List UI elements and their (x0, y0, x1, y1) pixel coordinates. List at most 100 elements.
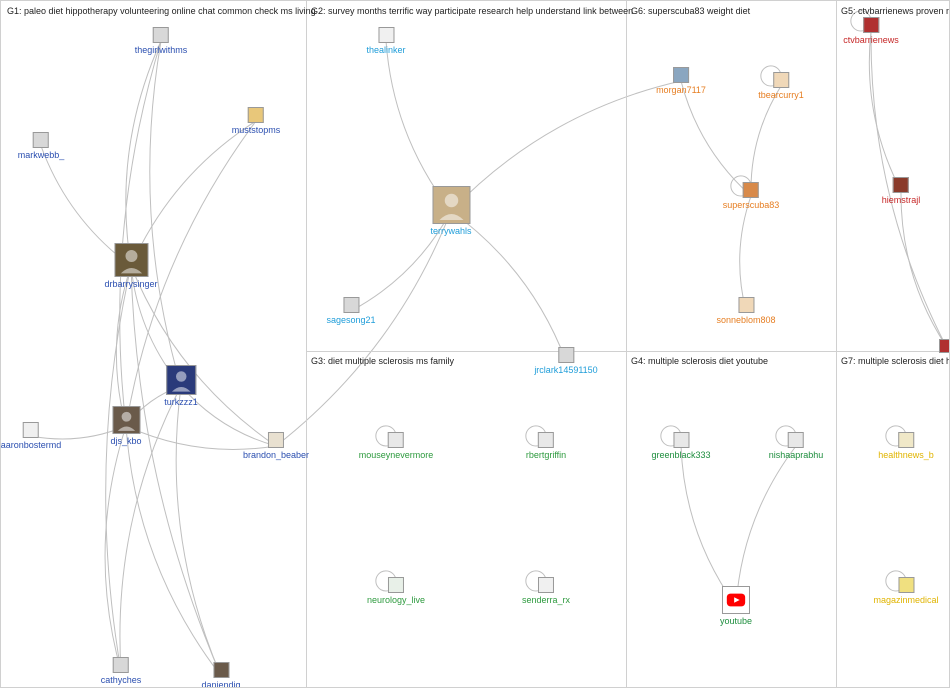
node-thegirlwithms[interactable]: thegirlwithms (135, 27, 188, 55)
edge (131, 266, 221, 676)
node-label: markwebb_ (18, 150, 65, 160)
avatar-icon (738, 297, 754, 313)
group-label-g5: G5: ctvbarrienews proven ms go vegan (841, 6, 950, 16)
node-label: magazinmedical (873, 595, 938, 605)
node-label: healthnews_b (878, 450, 934, 460)
avatar-icon (388, 577, 404, 593)
node-morgan7117[interactable]: morgan7117 (656, 67, 706, 95)
node-drbarrysinger[interactable]: drbarrysinger (104, 243, 157, 289)
node-label: thealinker (366, 45, 405, 55)
avatar-icon (898, 432, 914, 448)
edge (120, 41, 161, 426)
node-rbertgriffin[interactable]: rbertgriffin (526, 432, 566, 460)
node-label: terrywahls (430, 226, 471, 236)
avatar-icon (898, 577, 914, 593)
avatar-icon (23, 422, 39, 438)
edge-layer (1, 1, 950, 688)
node-thealinker[interactable]: thealinker (366, 27, 405, 55)
node-terrywahls[interactable]: terrywahls (430, 186, 471, 236)
group-label-g6: G6: superscuba83 weight diet (631, 6, 750, 16)
avatar-icon (673, 67, 689, 83)
edge (116, 266, 131, 426)
node-label: mouseynevermore (359, 450, 434, 460)
node-label: cathyches (101, 675, 142, 685)
node-label: turkzzz1 (164, 397, 198, 407)
node-healthnews_b[interactable]: healthnews_b (878, 432, 934, 460)
node-label: drbarrysinger (104, 279, 157, 289)
node-nishaaprabhu[interactable]: nishaaprabhu (769, 432, 824, 460)
avatar-icon (268, 432, 284, 448)
node-label: morgan7117 (656, 85, 706, 95)
node-g5_corner[interactable] (939, 339, 950, 353)
node-markwebb_[interactable]: markwebb_ (18, 132, 65, 160)
node-brandon_beaber[interactable]: brandon_beaber (243, 432, 309, 460)
node-label: muststopms (232, 125, 281, 135)
panel-divider (836, 1, 837, 688)
edge (276, 211, 451, 446)
edge (451, 81, 681, 211)
node-cathyches[interactable]: cathyches (101, 657, 142, 685)
panel-divider (306, 351, 950, 352)
node-label: rbertgriffin (526, 450, 566, 460)
avatar-icon (113, 657, 129, 673)
avatar-icon (863, 17, 879, 33)
group-label-g1: G1: paleo diet hippotherapy volunteering… (7, 6, 316, 16)
avatar-icon (722, 586, 750, 614)
avatar-icon (538, 432, 554, 448)
node-sonneblom808[interactable]: sonneblom808 (716, 297, 775, 325)
node-jrclark14591150[interactable]: jrclark14591150 (534, 347, 597, 375)
node-label: djs_kbo (110, 436, 141, 446)
node-greenblack333[interactable]: greenblack333 (651, 432, 710, 460)
node-label: greenblack333 (651, 450, 710, 460)
edge (740, 196, 751, 311)
node-turkzzz1[interactable]: turkzzz1 (164, 365, 198, 407)
node-muststopms[interactable]: muststopms (232, 107, 281, 135)
avatar-icon (213, 662, 229, 678)
edge (126, 41, 161, 266)
avatar-icon (248, 107, 264, 123)
edge (105, 426, 126, 671)
avatar-icon (939, 339, 950, 353)
node-label: jrclark14591150 (534, 365, 597, 375)
node-label: danjendig (201, 680, 240, 688)
node-label: tbearcurry1 (758, 90, 804, 100)
node-label: thegirlwithms (135, 45, 188, 55)
node-mouseynevermore[interactable]: mouseynevermore (359, 432, 434, 460)
node-senderra_rx[interactable]: senderra_rx (522, 577, 570, 605)
edge (126, 426, 221, 676)
node-label: brandon_beaber (243, 450, 309, 460)
avatar-icon (788, 432, 804, 448)
node-label: sagesong21 (326, 315, 375, 325)
node-hiemstrajl[interactable]: hiemstrajl (882, 177, 921, 205)
node-label: superscuba83 (723, 200, 780, 210)
edge (106, 266, 131, 671)
edge (150, 41, 181, 386)
node-label: youtube (720, 616, 752, 626)
node-label: hiemstrajl (882, 195, 921, 205)
avatar-icon (743, 182, 759, 198)
avatar-icon (378, 27, 394, 43)
node-superscuba83[interactable]: superscuba83 (723, 182, 780, 210)
avatar-icon (773, 72, 789, 88)
node-djs_kbo[interactable]: djs_kbo (110, 406, 141, 446)
node-aaronbostermd[interactable]: aaronbostermd (1, 422, 62, 450)
node-neurology_live[interactable]: neurology_live (367, 577, 425, 605)
edge (681, 446, 736, 606)
group-label-g7: G7: multiple sclerosis diet help slow sy… (841, 356, 950, 366)
network-canvas: G1: paleo diet hippotherapy volunteering… (0, 0, 950, 688)
node-magazinmedical[interactable]: magazinmedical (873, 577, 938, 605)
group-label-g2: G2: survey months terrific way participa… (311, 6, 633, 16)
edge (176, 386, 221, 676)
node-youtube[interactable]: youtube (720, 586, 752, 626)
node-label: aaronbostermd (1, 440, 62, 450)
avatar-icon (112, 406, 140, 434)
edge (131, 266, 276, 446)
avatar-icon (153, 27, 169, 43)
node-label: ctvbarrienews (843, 35, 899, 45)
node-tbearcurry1[interactable]: tbearcurry1 (758, 72, 804, 100)
node-sagesong21[interactable]: sagesong21 (326, 297, 375, 325)
edge (751, 86, 781, 196)
group-label-g4: G4: multiple sclerosis diet youtube (631, 356, 768, 366)
node-ctvbarrienews[interactable]: ctvbarrienews (843, 17, 899, 45)
node-danjendig[interactable]: danjendig (201, 662, 240, 688)
